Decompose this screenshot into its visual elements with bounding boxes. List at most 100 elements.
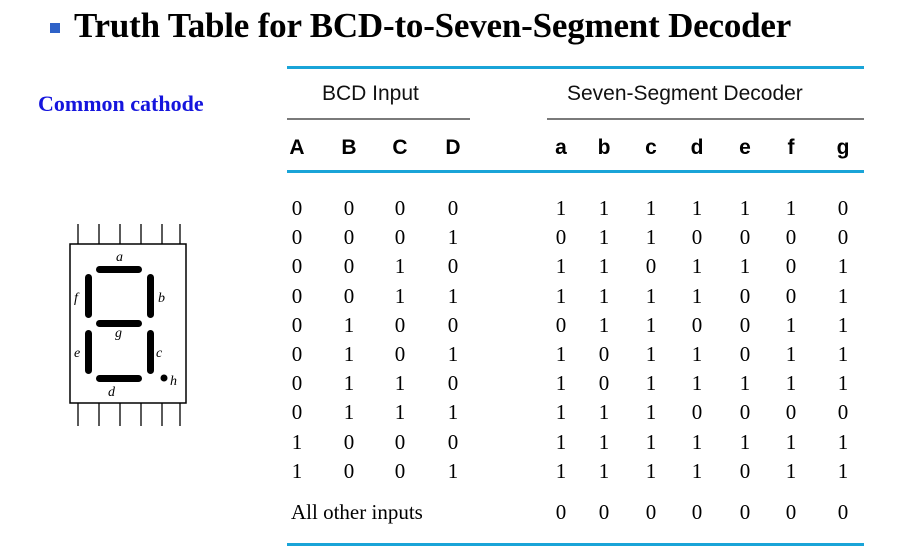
output-cell: 1 xyxy=(785,371,797,396)
top-pins xyxy=(77,224,181,426)
output-cell: 1 xyxy=(645,458,657,483)
output-cell: 1 xyxy=(739,371,751,396)
output-cell: 0 xyxy=(739,400,751,425)
input-cell: 1 xyxy=(343,371,355,396)
bullet-icon xyxy=(50,22,60,33)
output-cell: 0 xyxy=(785,254,797,279)
output-cell: 1 xyxy=(555,342,567,366)
output-cell: 1 xyxy=(645,342,657,366)
segment-d xyxy=(96,375,142,382)
input-cell: 0 xyxy=(291,342,303,366)
segment-g xyxy=(96,320,142,327)
output-cell: 0 xyxy=(555,312,567,337)
output-cell: 1 xyxy=(645,225,657,250)
output-cell: 0 xyxy=(739,312,751,337)
output-cell: 1 xyxy=(837,283,849,308)
segment-label-f: f xyxy=(74,291,80,306)
output-cell: 0 xyxy=(598,342,610,366)
output-cell: 1 xyxy=(645,196,657,220)
output-cell: 1 xyxy=(837,371,849,396)
segment-label-d: d xyxy=(108,385,116,400)
table-top-rule xyxy=(287,66,864,69)
output-cell: 0 xyxy=(837,225,849,250)
output-cell: 1 xyxy=(598,225,610,250)
segment-b xyxy=(147,274,154,318)
output-cell: 1 xyxy=(645,283,657,308)
output-cell: 0 xyxy=(691,400,703,425)
output-cell: 0 xyxy=(645,254,657,279)
segment-e xyxy=(85,330,92,374)
output-col-header: d xyxy=(690,136,704,159)
other-output-cell: 0 xyxy=(691,500,703,524)
output-cell: 1 xyxy=(837,342,849,366)
seven-segment-diagram: a b c d e f g h xyxy=(69,224,187,426)
output-cell: 1 xyxy=(837,458,849,483)
input-cell: 1 xyxy=(343,312,355,337)
input-cell: 0 xyxy=(291,283,303,308)
input-cell: 0 xyxy=(343,283,355,308)
decimal-point-h xyxy=(160,374,168,382)
output-cell: 0 xyxy=(785,400,797,425)
output-cell: 1 xyxy=(785,458,797,483)
input-cell: 0 xyxy=(343,458,355,483)
title-row: Truth Table for BCD-to-Seven-Segment Dec… xyxy=(50,4,791,48)
input-cell: 0 xyxy=(447,429,459,454)
input-cell: 0 xyxy=(447,196,459,220)
output-cell: 1 xyxy=(645,371,657,396)
output-col-header: b xyxy=(597,136,611,159)
output-cell: 1 xyxy=(691,371,703,396)
output-cell: 1 xyxy=(645,400,657,425)
output-cell: 1 xyxy=(555,283,567,308)
input-cell: 1 xyxy=(343,342,355,366)
input-cell: 0 xyxy=(394,458,406,483)
output-cell: 1 xyxy=(837,254,849,279)
input-cell: 1 xyxy=(447,400,459,425)
output-cell: 0 xyxy=(785,283,797,308)
input-col-header: D xyxy=(445,136,461,159)
output-cell: 0 xyxy=(739,283,751,308)
input-cell: 1 xyxy=(394,371,406,396)
input-cell: 0 xyxy=(394,342,406,366)
segment-c xyxy=(147,330,154,374)
seven-segment-display: a b c d e f g h xyxy=(58,220,198,430)
table-bottom-rule xyxy=(287,543,864,546)
input-cell: 0 xyxy=(291,371,303,396)
output-cell: 1 xyxy=(555,429,567,454)
output-cell: 0 xyxy=(837,196,849,220)
output-col-header: e xyxy=(739,136,751,159)
input-cell: 1 xyxy=(291,429,303,454)
segment-label-b: b xyxy=(158,291,165,306)
output-cell: 1 xyxy=(739,254,751,279)
output-cell: 1 xyxy=(598,196,610,220)
input-cell: 0 xyxy=(343,225,355,250)
segment-label-e: e xyxy=(74,346,80,361)
input-cell: 0 xyxy=(343,254,355,279)
segment-label-c: c xyxy=(156,346,163,361)
common-cathode-label: Common cathode xyxy=(38,91,204,116)
output-cell: 1 xyxy=(785,429,797,454)
input-cell: 0 xyxy=(291,196,303,220)
output-cell: 0 xyxy=(837,400,849,425)
input-cell: 1 xyxy=(291,458,303,483)
input-cell: 1 xyxy=(394,254,406,279)
input-col-header: B xyxy=(341,136,357,159)
input-cell: 0 xyxy=(291,400,303,425)
output-col-header: f xyxy=(787,136,795,159)
output-cell: 1 xyxy=(598,429,610,454)
other-output-cell: 0 xyxy=(739,500,751,524)
output-cell: 1 xyxy=(598,400,610,425)
output-cell: 1 xyxy=(691,429,703,454)
input-cell: 1 xyxy=(447,283,459,308)
output-cell: 1 xyxy=(691,196,703,220)
output-cell: 1 xyxy=(555,400,567,425)
output-cell: 0 xyxy=(739,342,751,366)
other-output-cell: 0 xyxy=(645,500,657,524)
output-cell: 0 xyxy=(785,225,797,250)
header-bottom-rule xyxy=(287,170,864,173)
output-col-header: a xyxy=(555,136,567,159)
input-cell: 0 xyxy=(343,429,355,454)
segment-label-a: a xyxy=(116,250,123,265)
slide-title: Truth Table for BCD-to-Seven-Segment Dec… xyxy=(74,6,792,45)
input-cell: 1 xyxy=(343,400,355,425)
